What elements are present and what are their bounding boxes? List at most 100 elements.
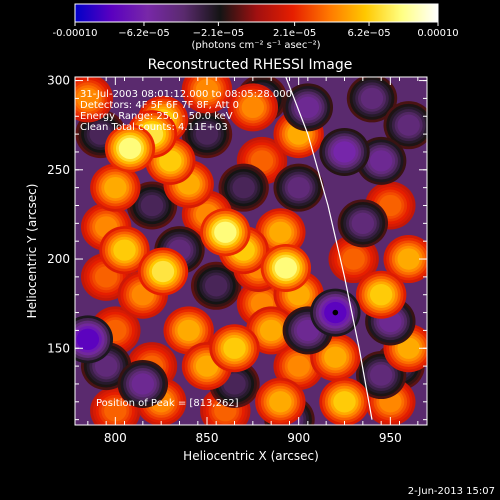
heatmap-blob-ring [379, 194, 402, 217]
chart-title: Reconstructed RHESSI Image [148, 57, 353, 73]
heatmap-blob [218, 163, 269, 212]
peak-marker [332, 309, 339, 316]
heatmap-blob-ring [151, 260, 175, 283]
annotation-block: 31-Jul-2003 08:01:12.000 to 08:05:28.000… [80, 89, 292, 133]
heatmap-blob-ring [223, 337, 246, 359]
y-tick-label: 300 [47, 74, 70, 88]
annotation-time: 31-Jul-2003 08:01:12.000 to 08:05:28.000 [80, 89, 292, 100]
heatmap-blob-ring [89, 123, 112, 145]
heatmap-blob [255, 377, 306, 425]
heatmap-blob [227, 83, 279, 132]
heatmap-blob-ring [351, 212, 375, 235]
heatmap-blob-ring [397, 248, 420, 270]
heatmap-blob-ring [159, 150, 182, 172]
annotation-counts: Clean Total counts: 4.11E+03 [80, 122, 228, 133]
heatmap-blob [310, 288, 361, 337]
heatmap-blob [319, 127, 370, 176]
colorbar-unit: (photons cm⁻² s⁻¹ asec⁻²) [191, 40, 320, 51]
peak-position-label: Position of Peak = [813,262] [96, 398, 239, 409]
heatmap-blob-ring [250, 150, 274, 172]
heatmap-blob [273, 163, 324, 212]
plot-frame [74, 76, 428, 426]
heatmap-layer [75, 77, 427, 425]
solar-limb-curve [285, 77, 373, 420]
heatmap-blob [209, 324, 260, 373]
heatmap-blob-ring [113, 239, 136, 261]
heatmap-blob [209, 359, 260, 408]
heatmap-blob-ring [259, 319, 283, 342]
heatmap-blob-ring [118, 137, 142, 160]
heatmap-blob [181, 110, 233, 159]
colorbar-tick-label: 2.1e−05 [273, 28, 316, 39]
heatmap-blob-ring [296, 319, 320, 342]
heatmap-blob [282, 83, 334, 132]
heatmap-blob-ring [232, 176, 255, 199]
annotation-energy: Energy Range: 25.0 - 50.0 keV [80, 111, 233, 122]
heatmap-blob-ring [274, 257, 298, 279]
heatmap-blob-ring [369, 284, 393, 306]
heatmap-blob [383, 101, 427, 150]
heatmap-blob [75, 315, 114, 364]
heatmap-blob-ring [204, 275, 228, 297]
heatmap-blob-ring [131, 373, 155, 395]
heatmap-blob [181, 77, 233, 114]
heatmap-blob-ring [76, 328, 100, 351]
heatmap-blob-ring [333, 141, 356, 163]
heatmap-blob-ring [241, 96, 265, 119]
heatmap-blob-ring [177, 319, 200, 342]
heatmap-blob-ring [195, 355, 219, 377]
heatmap-blob [163, 306, 214, 355]
heatmap-blob-ring [140, 194, 164, 217]
heatmap-blob-ring [397, 114, 420, 136]
heatmap-blob [126, 181, 178, 230]
heatmap-blob-ring [324, 346, 347, 368]
heatmap-blob [355, 270, 407, 319]
heatmap-blob-ring [287, 355, 310, 377]
heatmap-blob [273, 342, 324, 391]
heatmap-blob [117, 359, 169, 408]
heatmap-blob [383, 324, 427, 373]
heatmap-blob [104, 124, 156, 173]
colorbar-tick-label: -0.00010 [53, 28, 98, 39]
heatmap-blob [137, 247, 189, 296]
heatmap-blob [319, 377, 370, 425]
footer-timestamp: 2-Jun-2013 15:07 [408, 486, 495, 497]
colorbar-gradient [74, 3, 439, 23]
colorbar-tick-label: −2.1e−05 [193, 28, 245, 39]
heatmap-blob-ring [269, 221, 292, 243]
heatmap-blob-ring [76, 87, 100, 110]
colorbar-tick-label: −6.2e−05 [118, 28, 170, 39]
heatmap-blob-ring [333, 391, 356, 413]
heatmap-blob-ring [360, 87, 384, 110]
heatmap-blob [75, 77, 114, 123]
heatmap-blob-ring [104, 400, 127, 422]
x-axis-label: Heliocentric X (arcsec) [183, 449, 319, 463]
heatmap-blob [337, 199, 389, 248]
heatmap-blob [90, 386, 141, 425]
colorbar: -0.00010 −6.2e−05 −2.1e−05 2.1e−05 6.2e−05 0.… [53, 3, 459, 51]
y-tick-label: 150 [47, 341, 70, 355]
annotation-detectors: Detectors: 4F 5F 6F 7F 8F, Att 0 [80, 100, 239, 111]
heatmap-blob-ring [296, 96, 320, 119]
heatmap-blob-ring [94, 355, 118, 377]
heatmap-blob [255, 208, 306, 257]
y-axis-label: Heliocentric Y (arcsec) [25, 184, 39, 319]
colorbar-tick-label: 6.2e−05 [347, 28, 390, 39]
heatmap-blob-ring [214, 221, 237, 243]
colorbar-tick-label: 0.00010 [417, 28, 458, 39]
plot-area: 800 850 900 950 150 200 250 300 31-Jul-2003 08:… [47, 74, 428, 445]
x-tick-label: 900 [287, 431, 310, 445]
y-tick-label: 250 [47, 163, 70, 177]
heatmap-blob-ring [342, 248, 365, 270]
heatmap-blob-ring [369, 364, 393, 386]
heatmap-blob [190, 261, 242, 310]
heatmap-blob-ring [269, 391, 292, 413]
x-tick-label: 950 [379, 431, 402, 445]
x-tick-label: 800 [104, 431, 127, 445]
heatmap-blob-ring [223, 373, 246, 395]
x-tick-label: 850 [196, 431, 219, 445]
heatmap-blob [346, 77, 398, 123]
heatmap-blob-ring [369, 150, 393, 172]
heatmap-blob [90, 163, 141, 212]
